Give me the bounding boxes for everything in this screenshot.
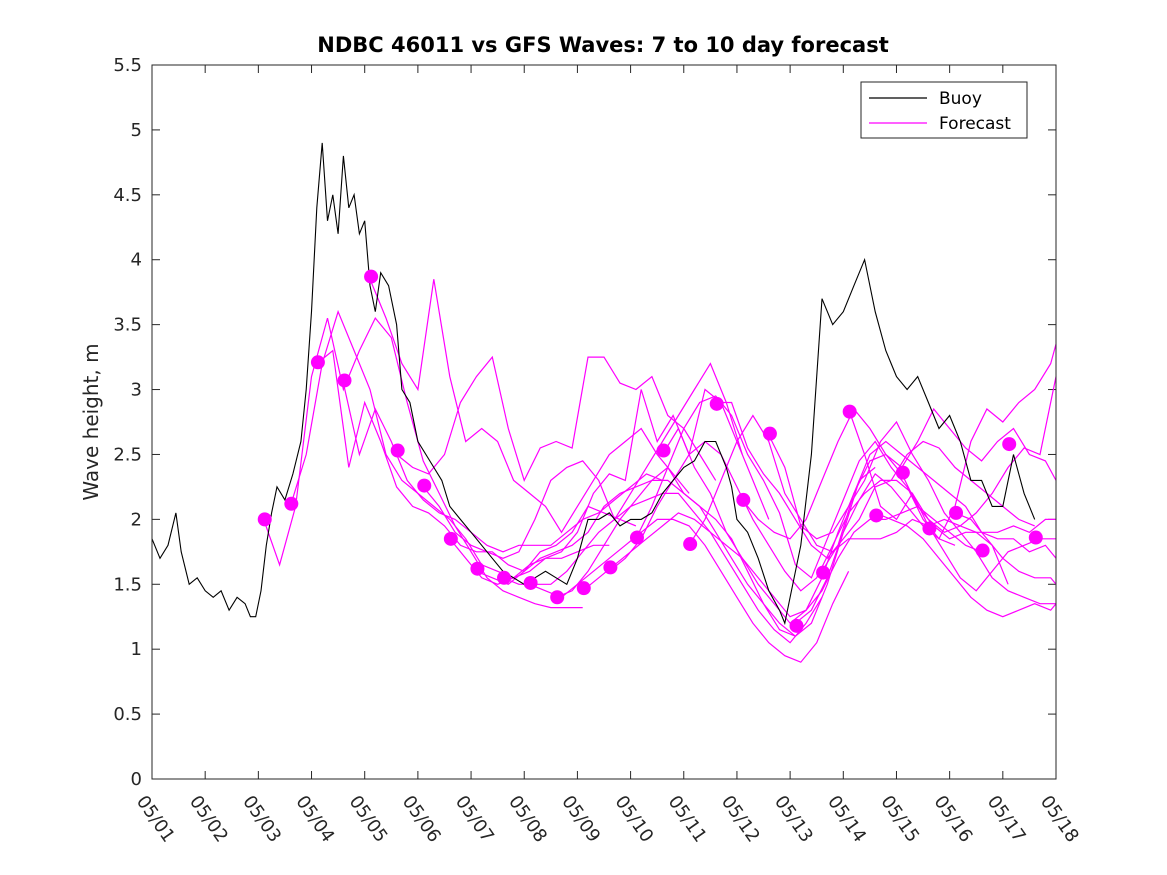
forecast-trace-line — [529, 518, 850, 663]
legend: Buoy Forecast — [860, 81, 1028, 139]
chart-title: NDBC 46011 vs GFS Waves: 7 to 10 day for… — [317, 33, 888, 57]
forecast-trace-line — [555, 466, 876, 637]
y-tick-label: 4.5 — [113, 185, 142, 206]
forecast-marker-point — [576, 581, 591, 596]
forecast-marker-point — [949, 505, 964, 520]
forecast-trace-line — [848, 376, 1057, 533]
forecast-marker-point — [337, 373, 352, 388]
forecast-trace-line — [715, 401, 1035, 560]
forecast-marker-point — [869, 508, 884, 523]
forecast-marker-point — [709, 396, 724, 411]
plot-area: 00.511.522.533.544.555.5 05/01 05/02 05/03… — [113, 55, 1083, 846]
y-tick-label: 3.5 — [113, 315, 142, 336]
y-tick-label: 0 — [131, 769, 142, 790]
forecast-trace-line — [396, 355, 717, 483]
forecast-trace-line — [954, 512, 1057, 585]
forecast-marker-point — [922, 521, 937, 536]
forecast-trace-line — [316, 349, 637, 573]
forecast-trace-line — [476, 466, 796, 637]
forecast-marker-point — [1028, 530, 1043, 545]
forecast-marker-point — [443, 531, 458, 546]
forecast-marker-point — [789, 618, 804, 633]
forecast-trace-line — [768, 420, 1056, 605]
forecast-marker-point — [1002, 437, 1017, 452]
buoy-line — [151, 142, 1036, 626]
forecast-marker-point — [390, 443, 405, 458]
y-tick-label: 2 — [131, 509, 142, 530]
y-tick-label: 2.5 — [113, 444, 142, 465]
forecast-marker-point — [656, 443, 671, 458]
forecast-marker-point — [470, 561, 485, 576]
forecast-trace-line — [289, 309, 610, 579]
y-tick-label: 1.5 — [113, 574, 142, 595]
forecast-marker-point — [895, 465, 910, 480]
forecast-trace-line — [608, 440, 929, 592]
forecast-trace-line — [369, 278, 690, 534]
y-axis-label: Wave height, m — [79, 343, 103, 500]
forecast-marker-point — [284, 496, 299, 511]
forecast-markers — [257, 269, 1043, 633]
y-tick-label: 5.5 — [113, 55, 142, 76]
forecast-marker-point — [762, 426, 777, 441]
forecast-marker-point — [364, 269, 379, 284]
forecast-marker-point — [417, 478, 432, 493]
axes-frame — [151, 64, 1057, 780]
forecast-marker-point — [310, 355, 325, 370]
y-axis-ticks: 0 0.5 1 1.5 2 2.5 3 3.5 4 4.5 5 5.5 — [113, 55, 1056, 790]
y-tick-label: 4 — [131, 250, 142, 271]
forecast-marker-point — [497, 570, 512, 585]
forecast-marker-point — [816, 565, 831, 580]
y-tick-label: 0.5 — [113, 704, 142, 725]
forecast-trace-line — [874, 512, 1057, 618]
buoy-series — [151, 142, 1036, 626]
forecast-trace-line — [821, 440, 1056, 572]
forecast-marker-point — [629, 530, 644, 545]
forecast-marker-point — [603, 560, 618, 575]
forecast-trace-line — [635, 395, 956, 579]
legend-label-buoy: Buoy — [939, 89, 982, 109]
axes-box — [152, 65, 1056, 779]
forecast-marker-point — [683, 537, 698, 552]
forecast-marker-point — [975, 543, 990, 558]
y-tick-label: 5 — [131, 120, 142, 141]
forecast-marker-point — [736, 492, 751, 507]
forecast-marker-point — [523, 575, 538, 590]
forecast-trace-line — [422, 362, 743, 559]
y-tick-label: 1 — [131, 639, 142, 660]
legend-box — [860, 81, 1028, 139]
y-tick-label: 3 — [131, 380, 142, 401]
forecast-marker-point — [550, 590, 565, 605]
legend-label-forecast: Forecast — [939, 114, 1011, 134]
forecast-marker-point — [842, 404, 857, 419]
forecast-marker-point — [257, 512, 272, 527]
forecast-trace-line — [661, 427, 982, 618]
